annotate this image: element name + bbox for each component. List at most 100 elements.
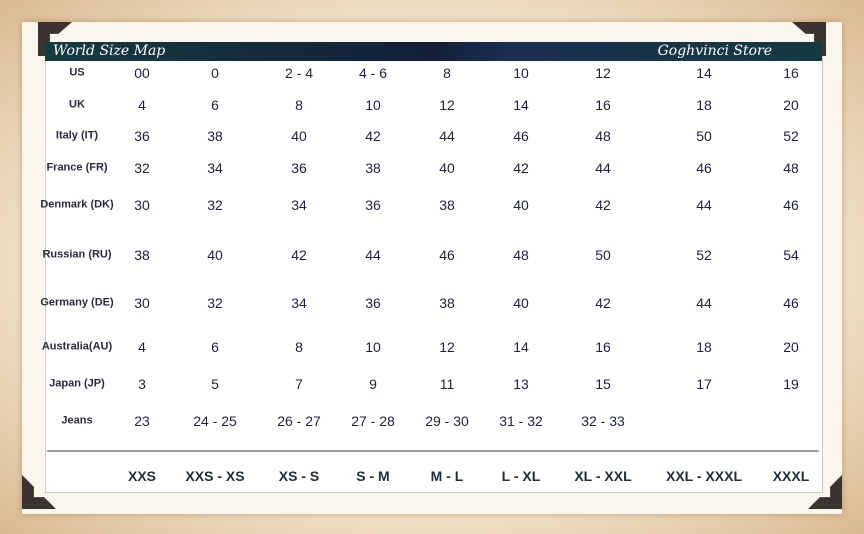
table-cell: 27 - 28 <box>351 413 395 429</box>
table-cell: 44 <box>696 197 712 213</box>
table-cell: 50 <box>595 247 611 263</box>
table-cell: 16 <box>595 97 611 113</box>
row-label: Russian (RU) <box>42 248 112 261</box>
table-cell: 10 <box>365 97 381 113</box>
row-label: Denmark (DK) <box>40 198 114 211</box>
table-cell: 32 <box>207 197 223 213</box>
size-label: L - XL <box>501 468 541 484</box>
table-cell: 16 <box>783 65 799 81</box>
size-label: XXS <box>127 468 157 484</box>
table-cell: 34 <box>291 197 307 213</box>
table-cell: 46 <box>513 128 529 144</box>
table-cell: 46 <box>696 160 712 176</box>
table-cell: 0 <box>211 65 219 81</box>
table-cell: 38 <box>439 295 455 311</box>
divider <box>47 450 819 452</box>
table-cell: 38 <box>365 160 381 176</box>
store-name: Goghvinci Store <box>657 43 772 59</box>
table-cell: 42 <box>365 128 381 144</box>
table-cell: 18 <box>696 97 712 113</box>
table-cell: 8 <box>295 97 303 113</box>
table-cell: 40 <box>291 128 307 144</box>
table-cell: 12 <box>595 65 611 81</box>
table-cell: 42 <box>291 247 307 263</box>
table-cell: 17 <box>696 376 712 392</box>
table-cell: 4 - 6 <box>358 65 388 81</box>
table-cell: 00 <box>134 65 150 81</box>
table-cell: 32 - 33 <box>581 413 625 429</box>
table-cell: 52 <box>783 128 799 144</box>
table-cell: 4 <box>138 97 146 113</box>
table-cell: 48 <box>783 160 799 176</box>
table-cell: 42 <box>595 295 611 311</box>
table-cell: 36 <box>134 128 150 144</box>
row-label: France (FR) <box>46 161 108 174</box>
table-cell: 24 - 25 <box>193 413 237 429</box>
table-cell: 36 <box>365 295 381 311</box>
table-cell: 2 - 4 <box>284 65 314 81</box>
table-cell: 23 <box>134 413 150 429</box>
table-cell: 20 <box>783 97 799 113</box>
table-cell: 6 <box>211 97 219 113</box>
table-cell: 12 <box>439 339 455 355</box>
table-cell: 9 <box>369 376 377 392</box>
table-cell: 42 <box>513 160 529 176</box>
table-cell: 10 <box>365 339 381 355</box>
table-cell: 10 <box>513 65 529 81</box>
size-label: XXS - XS <box>185 468 245 484</box>
table-cell: 26 - 27 <box>277 413 321 429</box>
size-label: XXL - XXXL <box>666 468 742 484</box>
table-cell: 11 <box>439 376 455 392</box>
table-cell: 8 <box>443 65 451 81</box>
table-cell: 36 <box>291 160 307 176</box>
table-cell: 52 <box>696 247 712 263</box>
table-cell: 54 <box>783 247 799 263</box>
table-cell: 32 <box>134 160 150 176</box>
row-label: UK <box>69 98 85 111</box>
table-cell: 31 - 32 <box>499 413 543 429</box>
table-cell: 6 <box>211 339 219 355</box>
table-cell: 38 <box>134 247 150 263</box>
table-cell: 20 <box>783 339 799 355</box>
table-cell: 40 <box>513 197 529 213</box>
table-cell: 44 <box>595 160 611 176</box>
header-banner: World Size Map Goghvinci Store <box>45 42 822 61</box>
table-cell: 12 <box>439 97 455 113</box>
table-cell: 44 <box>439 128 455 144</box>
table-cell: 46 <box>439 247 455 263</box>
table-cell: 14 <box>696 65 712 81</box>
row-label: Germany (DE) <box>40 296 114 309</box>
table-cell: 36 <box>365 197 381 213</box>
table-cell: 48 <box>513 247 529 263</box>
table-cell: 40 <box>207 247 223 263</box>
table-cell: 7 <box>295 376 303 392</box>
row-label: Japan (JP) <box>49 377 105 390</box>
table-cell: 29 - 30 <box>425 413 469 429</box>
row-label: Australia(AU) <box>41 340 113 353</box>
table-cell: 8 <box>295 339 303 355</box>
table-cell: 14 <box>513 97 529 113</box>
table-cell: 5 <box>211 376 219 392</box>
table-cell: 15 <box>595 376 611 392</box>
table-cell: 19 <box>783 376 799 392</box>
size-label: S - M <box>356 468 390 484</box>
table-cell: 30 <box>134 197 150 213</box>
size-label: XL - XXL <box>574 468 632 484</box>
table-cell: 34 <box>207 160 223 176</box>
table-cell: 44 <box>696 295 712 311</box>
size-chart-panel <box>45 42 823 493</box>
table-cell: 3 <box>138 376 146 392</box>
row-label: US <box>69 66 85 79</box>
table-cell: 16 <box>595 339 611 355</box>
table-cell: 46 <box>783 197 799 213</box>
table-cell: 48 <box>595 128 611 144</box>
table-cell: 32 <box>207 295 223 311</box>
table-cell: 46 <box>783 295 799 311</box>
size-label: XXXL <box>772 468 810 484</box>
table-cell: 30 <box>134 295 150 311</box>
size-label: XS - S <box>278 468 320 484</box>
table-cell: 42 <box>595 197 611 213</box>
table-cell: 40 <box>439 160 455 176</box>
table-cell: 4 <box>138 339 146 355</box>
table-cell: 44 <box>365 247 381 263</box>
